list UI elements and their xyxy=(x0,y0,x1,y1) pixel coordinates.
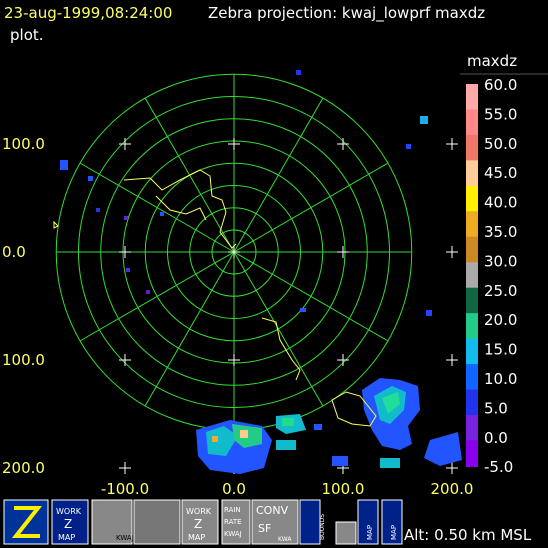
colorbar-tick: 15.0 xyxy=(484,341,517,359)
colorbar-tick: 60.0 xyxy=(484,76,517,94)
grid-cross xyxy=(119,138,131,150)
y-axis-label: 0.0 xyxy=(2,243,26,261)
colorbar-tick: 55.0 xyxy=(484,105,517,123)
toolbar: WORK Z MAP KWAJ WORK Z MAP RAIN RATE KWA… xyxy=(3,499,403,545)
colorbar-swatch xyxy=(466,262,478,289)
map-icon[interactable] xyxy=(357,499,379,545)
icon-text: KWAJ xyxy=(224,530,242,538)
grid-cross xyxy=(446,246,458,258)
colorbar-swatch xyxy=(466,313,478,340)
spoke xyxy=(233,162,389,253)
x-axis-label: 200.0 xyxy=(431,480,474,498)
spoke xyxy=(233,97,324,253)
rainrate-icon[interactable] xyxy=(221,499,251,545)
x-axis-label: 100.0 xyxy=(322,480,365,498)
header-title: Zebra projection: kwaj_lowprf maxdz xyxy=(208,4,485,23)
icon-text: CONV xyxy=(256,504,289,517)
grid-cross xyxy=(228,138,240,150)
spoke xyxy=(233,251,324,407)
grid-cross xyxy=(228,246,240,258)
colorbar-tick: 0.0 xyxy=(484,429,508,447)
colorbar-swatch xyxy=(466,211,478,238)
range-rings xyxy=(55,73,458,474)
colorbar-tick: 35.0 xyxy=(484,223,517,241)
kwaj-icon[interactable] xyxy=(91,499,133,545)
icon-text: RAIN xyxy=(224,506,241,514)
conv-icon[interactable] xyxy=(251,499,299,545)
x-axis-label: -100.0 xyxy=(101,480,149,498)
colorbar-swatch xyxy=(466,185,478,213)
colorbar-swatch xyxy=(466,364,478,391)
colorbar-label: maxdz xyxy=(467,52,517,70)
icon-text: MAP xyxy=(58,533,75,542)
usmap-icon[interactable] xyxy=(381,499,403,545)
colorbar-tick: 40.0 xyxy=(484,194,517,212)
colorbar-swatch xyxy=(466,134,478,162)
grid-cross xyxy=(119,462,131,474)
grid-cross xyxy=(119,246,131,258)
colorbar-swatch xyxy=(466,287,478,315)
grid-cross xyxy=(228,354,240,366)
colorbar: 60.0 55.0 50.0 45.0 40.0 35.0 30.0 25.0 20.0 15.0… xyxy=(466,76,517,476)
icon-text: SF xyxy=(258,522,271,535)
grid-cross xyxy=(337,138,349,150)
radar-icon[interactable] xyxy=(133,499,181,545)
coastline xyxy=(53,169,377,427)
grid-cross xyxy=(446,462,458,474)
icon-text: MAP xyxy=(366,525,374,540)
colorbar-tick: 45.0 xyxy=(484,164,517,182)
grid-cross xyxy=(446,354,458,366)
icon-text: WORK xyxy=(56,507,82,516)
colorbar-tick: 25.0 xyxy=(484,282,517,300)
colorbar-tick: 20.0 xyxy=(484,311,517,329)
colorbar-tick: 30.0 xyxy=(484,252,517,270)
header-title-cont: plot. xyxy=(10,26,44,44)
colorbar-swatch xyxy=(466,414,478,442)
axis-labels: 100.0 0.0 100.0 200.0 -100.0 0.0 100.0 200.0 xyxy=(2,135,473,498)
icon-text: BOUNDS xyxy=(319,514,326,540)
spoke xyxy=(79,162,235,253)
colorbar-tick: -5.0 xyxy=(484,458,513,476)
altitude-status: Alt: 0.50 km MSL xyxy=(404,526,532,544)
grid-cross xyxy=(337,354,349,366)
grid-cross xyxy=(119,354,131,366)
icon-text: Z xyxy=(194,517,202,531)
header-time: 23-aug-1999,08:24:00 xyxy=(4,4,172,22)
icon-text: KWA xyxy=(278,536,292,543)
colorbar-swatch xyxy=(466,338,478,366)
workmap-icon[interactable] xyxy=(51,499,89,545)
icon-text: WORK xyxy=(186,507,212,516)
icon-text: RATE xyxy=(224,518,242,526)
bounds-icon[interactable] xyxy=(299,499,321,545)
icon-text: MAP xyxy=(188,533,205,542)
colorbar-tick: 50.0 xyxy=(484,135,517,153)
colorbar-swatch xyxy=(466,160,478,187)
radar-echoes xyxy=(60,70,462,474)
icon-text: MAP xyxy=(390,525,398,540)
spoke xyxy=(144,251,235,407)
spoke xyxy=(79,251,235,342)
y-axis-label: 100.0 xyxy=(2,135,45,153)
colorbar-swatch xyxy=(466,109,478,137)
colorbar-tick: 5.0 xyxy=(484,399,508,417)
spoke xyxy=(233,251,389,342)
colorbar-tick: 10.0 xyxy=(484,370,517,388)
icon-text: Z xyxy=(64,517,72,531)
workmap2-icon[interactable] xyxy=(181,499,219,545)
colorbar-swatch xyxy=(466,84,478,111)
y-axis-label: 100.0 xyxy=(2,351,45,369)
icon-text: KWAJ xyxy=(116,534,134,542)
zebra-z xyxy=(11,506,43,538)
colorbar-swatch xyxy=(466,389,478,417)
x-axis-label: 0.0 xyxy=(222,480,246,498)
colorbar-swatch xyxy=(466,236,478,264)
grid-icon[interactable] xyxy=(335,521,357,545)
grid-cross xyxy=(446,138,458,150)
grid-cross xyxy=(337,246,349,258)
y-axis-label: 200.0 xyxy=(2,459,45,477)
colorbar-swatch xyxy=(466,440,478,468)
